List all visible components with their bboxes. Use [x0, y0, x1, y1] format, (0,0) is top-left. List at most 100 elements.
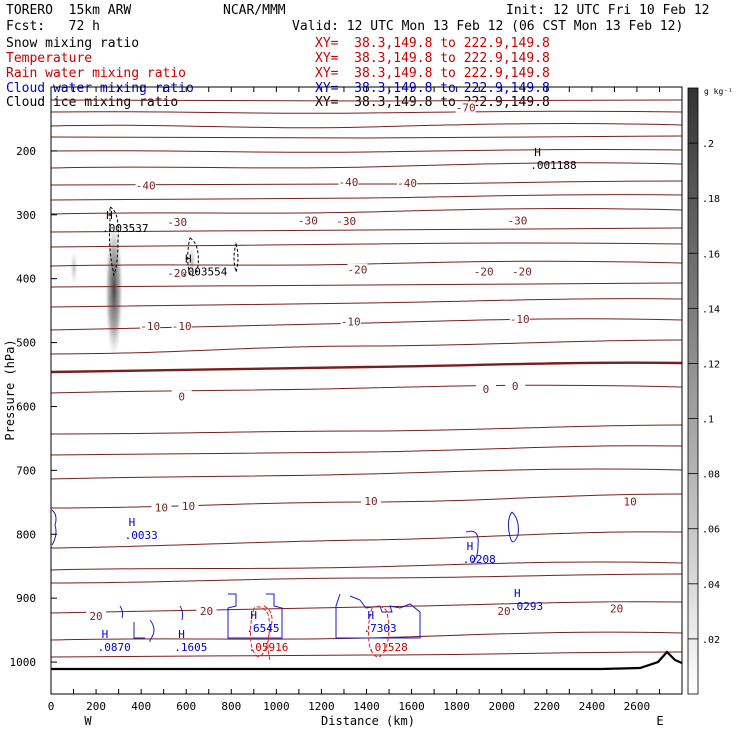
- y-tick-label: 600: [16, 400, 36, 413]
- colorbar-tick-label: .04: [702, 580, 720, 591]
- isotherm: [50, 361, 683, 374]
- x-axis-label: Distance (km): [321, 714, 415, 728]
- model-name: TORERO 15km ARW: [6, 3, 132, 18]
- isotherm: [50, 135, 683, 139]
- label-bg: [475, 383, 496, 395]
- label-bg: [505, 380, 526, 392]
- isotherm: [50, 339, 683, 355]
- snow-core: [105, 222, 123, 358]
- max-value: .01528: [368, 641, 408, 654]
- colorbar-tick-label: .14: [702, 304, 720, 315]
- field-snow-name: Snow mixing ratio: [6, 36, 140, 51]
- header: TORERO 15km ARW NCAR/MMM Init: 12 UTC Fr…: [0, 0, 740, 112]
- temperature-label: -10: [510, 313, 530, 326]
- y-tick-label: 800: [16, 528, 36, 541]
- temperature-label: -30: [298, 215, 318, 228]
- cloud-water-contour: [133, 619, 155, 642]
- max-value: .1605: [174, 641, 207, 654]
- x-tick-label: 1000: [263, 700, 290, 713]
- x-tick-label: 200: [86, 700, 106, 713]
- field-snow-xy: XY= 38.3,149.8 to 222.9,149.8: [315, 36, 550, 51]
- max-value: .0293: [510, 600, 543, 613]
- temperature-label: -20: [474, 266, 494, 279]
- colorbar-tick-label: .06: [702, 525, 720, 536]
- field-cloudwater-name: Cloud water mixing ratio: [6, 81, 194, 96]
- field-temperature-name: Temperature: [6, 51, 93, 66]
- x-tick-label: 2400: [579, 700, 606, 713]
- isotherm: [50, 123, 683, 129]
- label-bg: [297, 214, 318, 226]
- isotherm: [50, 601, 683, 614]
- x-tick-label: 800: [221, 700, 241, 713]
- isotherm: [50, 148, 683, 153]
- label-bg: [455, 101, 476, 113]
- label-bg: [140, 319, 161, 331]
- x-tick-label: 1200: [308, 700, 335, 713]
- temperature-label: -30: [508, 215, 528, 228]
- forecast-hour: Fcst: 72 h: [6, 19, 100, 34]
- max-marker: H: [514, 587, 521, 600]
- temperature-label: -40: [397, 177, 417, 190]
- temperature-labels: -70-40 -40 -40-30 -30 -30 -30-20 -20 -20 -20-10-…: [86, 101, 641, 623]
- rain-water-contours: [249, 605, 390, 661]
- label-bg: [178, 500, 199, 512]
- temperature-label: -20: [348, 264, 368, 277]
- field-cloudice-xy: XY= 38.3,149.8 to 222.9,149.8: [315, 95, 550, 110]
- temperature-label: 20: [610, 602, 623, 615]
- max-value: .003537: [102, 222, 148, 235]
- label-bg: [338, 176, 359, 188]
- field-rain-name: Rain water mixing ratio: [6, 66, 187, 81]
- label-bg: [361, 495, 382, 507]
- y-tick-label: 200: [16, 145, 36, 158]
- isotherm: [50, 561, 683, 571]
- temperature-label: -20: [512, 266, 532, 279]
- label-bg: [620, 495, 641, 507]
- valid-time: Valid: 12 UTC Mon 13 Feb 12 (06 CST Mon …: [292, 19, 684, 34]
- max-marker: H: [102, 628, 109, 641]
- x-tick-label: 400: [131, 700, 151, 713]
- colorbar-unit: g kg⁻¹: [704, 87, 733, 96]
- x-tick-label: 600: [176, 700, 196, 713]
- temperature-label: 20: [89, 610, 102, 623]
- label-bg: [606, 602, 627, 614]
- label-bg: [196, 604, 217, 616]
- snow-mixing-ratio-shading: [70, 222, 196, 358]
- isotherm: [50, 194, 683, 201]
- rain-water-contour: [263, 605, 273, 661]
- field-cloudice-name: Cloud ice mixing ratio: [6, 95, 179, 110]
- isotherm: [50, 242, 683, 248]
- temperature-label: 20: [200, 605, 213, 618]
- max-value: .0208: [463, 553, 496, 566]
- x-tick-label: 0: [48, 700, 55, 713]
- colorbar-tick-label: .12: [702, 359, 720, 370]
- isotherm: [50, 573, 683, 584]
- isotherm: [50, 110, 683, 114]
- temperature-label: 0: [512, 380, 519, 393]
- max-value: .6545: [246, 622, 279, 635]
- isotherm: [50, 99, 683, 102]
- temperature-label: -30: [336, 215, 356, 228]
- isotherm: [50, 445, 683, 456]
- max-value: .001188: [530, 159, 576, 172]
- isotherm: [50, 162, 683, 169]
- label-bg: [493, 604, 514, 616]
- temperature-label: 20: [497, 605, 510, 618]
- max-marker: H: [250, 609, 257, 622]
- temperature-label: -10: [140, 320, 160, 333]
- temperature-label: -20: [167, 267, 187, 280]
- temperature-label: 0: [178, 390, 185, 403]
- max-value: .0033: [125, 529, 158, 542]
- x-tick-label: 1800: [443, 700, 470, 713]
- x-axis: 0 200 400 600 800 1000 1200 1400 1600 1800 2000 220…: [48, 87, 660, 713]
- temperature-label: -10: [341, 315, 361, 328]
- maxima-labels: H.003537H.003554H.001188H.0033H.0208H.08…: [98, 146, 577, 654]
- isotherm: [50, 424, 683, 435]
- cloud-water-contour: [465, 530, 479, 563]
- temperature-label: -10: [172, 320, 192, 333]
- temperature-label: 0: [483, 383, 490, 396]
- y-tick-label: 700: [16, 464, 36, 477]
- y-tick-label: 500: [16, 337, 36, 350]
- y-tick-label: 300: [16, 209, 36, 222]
- isotherm: [50, 468, 683, 480]
